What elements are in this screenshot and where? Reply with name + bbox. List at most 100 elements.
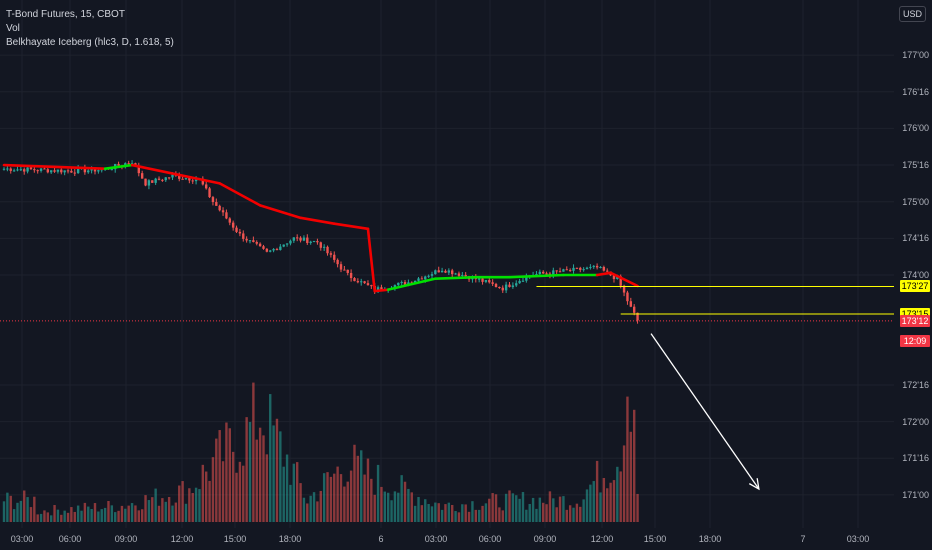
candle-body	[363, 281, 366, 284]
volume-bar	[413, 505, 417, 522]
volume-bar	[137, 510, 140, 522]
volume-bar	[336, 466, 339, 522]
candle-body	[454, 273, 457, 275]
volume-bar	[110, 505, 114, 522]
volume-bar	[6, 492, 9, 522]
currency-button[interactable]: USD	[898, 6, 926, 22]
candle-body	[302, 237, 306, 241]
volume-bar	[535, 508, 538, 522]
candle-body	[579, 267, 582, 270]
candle-body	[215, 202, 218, 206]
candle-body	[511, 285, 515, 288]
candle-body	[400, 282, 403, 284]
time-axis-label: 03:00	[424, 534, 448, 544]
volume-indicator-label[interactable]: Vol	[6, 23, 20, 34]
candle-body	[16, 169, 19, 171]
price-axis[interactable]: 177'00 176'16 176'00 175'16 175'00 174'16 174'…	[894, 0, 932, 528]
iceberg-indicator-label[interactable]: Belkhayate Iceberg (hlc3, D, 1.618, 5)	[6, 37, 174, 48]
candle-body	[285, 243, 289, 245]
volume-bar	[562, 496, 565, 522]
candle-body	[26, 167, 29, 172]
volume-bar	[531, 497, 535, 522]
candle-body	[558, 271, 562, 273]
volume-bar	[164, 501, 167, 522]
price-axis-label: 174'16	[902, 233, 929, 244]
volume-bar	[353, 444, 356, 522]
volume-bar	[120, 505, 124, 522]
candle-body	[420, 278, 424, 280]
price-tag: 173'27	[900, 280, 930, 293]
volume-bar	[211, 457, 215, 522]
volume-bar	[484, 503, 488, 522]
volume-bar	[49, 515, 53, 522]
volume-bar	[545, 504, 548, 522]
volume-bar	[285, 454, 289, 522]
volume-bar	[515, 495, 518, 522]
candle-body	[39, 168, 43, 171]
candle-body	[275, 249, 279, 251]
candle-body	[154, 178, 157, 183]
candle-body	[29, 167, 33, 170]
time-axis-label: 18:00	[278, 534, 302, 544]
volume-bar	[265, 454, 269, 522]
time-axis-label: 09:00	[114, 534, 138, 544]
candle-body	[279, 246, 282, 250]
time-axis-label: 03:00	[846, 534, 870, 544]
candle-body	[299, 237, 302, 241]
volume-bar	[494, 494, 498, 522]
volume-bar	[349, 470, 353, 522]
volume-bar	[66, 512, 70, 522]
iceberg-segment	[508, 273, 565, 279]
volume-bar	[161, 498, 164, 522]
volume-bar	[215, 438, 218, 522]
volume-bar	[339, 474, 343, 522]
candle-body	[632, 306, 636, 313]
candle-body	[542, 271, 545, 274]
volume-bar	[258, 427, 262, 522]
volume-bar	[343, 486, 346, 522]
candle-body	[242, 233, 245, 239]
candle-body	[19, 169, 23, 171]
belkhayate-iceberg-line	[2, 163, 639, 293]
volume-bar	[198, 489, 201, 522]
iceberg-segment	[103, 163, 134, 171]
price-chart[interactable]	[0, 0, 894, 528]
candle-body	[36, 170, 39, 172]
candle-body	[117, 163, 120, 166]
candle-body	[292, 237, 296, 241]
candle-body	[568, 270, 572, 272]
volume-bar	[555, 507, 558, 522]
volume-bar	[60, 514, 63, 522]
volume-bar	[410, 492, 413, 522]
iceberg-segment	[332, 222, 370, 231]
candle-body	[167, 177, 171, 179]
candle-body	[504, 284, 508, 291]
volume-bar	[218, 430, 221, 522]
volume-bar	[181, 481, 184, 522]
volume-bar	[498, 507, 501, 522]
iceberg-segment	[258, 204, 302, 220]
price-axis-label: 172'00	[902, 416, 929, 427]
volume-bar	[329, 476, 333, 522]
volume-bar	[437, 503, 440, 522]
volume-bar	[231, 451, 235, 522]
time-axis-label: 09:00	[533, 534, 557, 544]
volume-bar	[272, 425, 275, 522]
volume-bar	[326, 472, 329, 522]
arrow-head	[748, 478, 760, 491]
volume-bar	[477, 509, 481, 522]
volume-bar	[488, 498, 491, 522]
candle-body	[49, 170, 53, 173]
volume-bar	[434, 502, 437, 522]
volume-bar	[140, 509, 144, 522]
candle-body	[235, 227, 238, 232]
volume-bar	[93, 503, 97, 522]
symbol-title[interactable]: T-Bond Futures, 15, CBOT	[6, 9, 125, 20]
volume-bar	[568, 505, 572, 522]
price-axis-label: 175'16	[902, 160, 929, 171]
volume-bar	[80, 510, 83, 522]
volume-bar	[632, 409, 636, 522]
volume-bar	[565, 509, 568, 522]
candle-body	[619, 276, 622, 286]
candle-body	[461, 274, 464, 276]
